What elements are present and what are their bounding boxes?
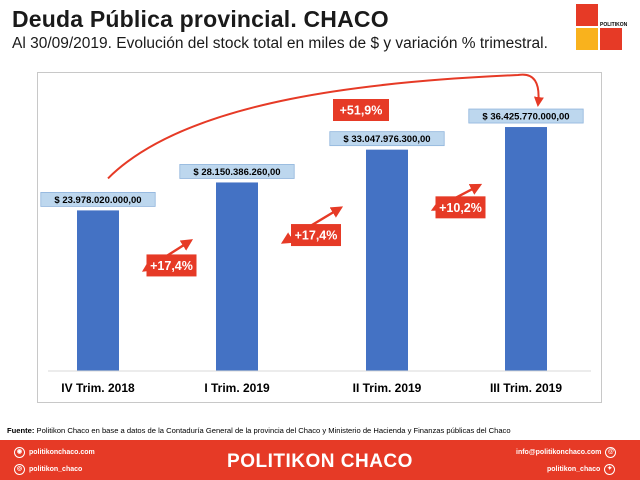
logo-square-left xyxy=(576,28,598,50)
source-label: Fuente: xyxy=(7,426,35,435)
chart-frame: $ 23.978.020.000,00 IV Trim. 2018 $ 28.150… xyxy=(37,72,602,403)
logo-text: POLITIKON xyxy=(600,22,628,28)
politikon-logo xyxy=(576,4,626,54)
footer-twitter-text: politikon_chaco xyxy=(547,466,601,473)
category-label-3: II Trim. 2019 xyxy=(353,381,422,395)
change-box-3 xyxy=(435,196,486,219)
footer-brand: POLITIKON CHACO xyxy=(227,451,413,472)
footer-instagram-text: politikon_chaco xyxy=(29,466,83,473)
value-label-box-1 xyxy=(40,192,156,207)
value-label-1: $ 23.978.020.000,00 xyxy=(54,195,141,206)
value-label-box-4 xyxy=(468,108,584,124)
footer-bar: ◉ politikonchaco.com ◎ politikon_chaco P… xyxy=(0,440,640,480)
source-note: Fuente: Politikon Chaco en base a datos … xyxy=(7,426,511,435)
change-box-2 xyxy=(291,224,341,247)
total-change-box xyxy=(333,99,389,121)
bar-1 xyxy=(77,210,119,371)
globe-icon: ◉ xyxy=(14,447,25,458)
footer-website[interactable]: ◉ politikonchaco.com xyxy=(14,447,95,458)
total-change-curve xyxy=(107,73,544,180)
category-label-4: III Trim. 2019 xyxy=(490,381,562,395)
logo-square-top xyxy=(576,4,598,26)
change-box-1 xyxy=(146,254,197,277)
category-label-2: I Trim. 2019 xyxy=(204,381,270,395)
footer-email-text: info@politikonchaco.com xyxy=(516,449,602,456)
total-change-label: +51,9% xyxy=(340,104,383,118)
page-subtitle: Al 30/09/2019. Evolución del stock total… xyxy=(12,35,548,52)
value-label-4: $ 36.425.770.000,00 xyxy=(482,112,569,123)
page-title: Deuda Pública provincial. CHACO xyxy=(12,6,389,32)
source-text: Politikon Chaco en base a datos de la Co… xyxy=(34,426,511,435)
twitter-icon: ✦ xyxy=(604,464,616,475)
value-label-box-3 xyxy=(329,131,445,147)
bar-2 xyxy=(216,182,258,371)
bar-3 xyxy=(366,149,408,371)
bar-chart: $ 23.978.020.000,00 IV Trim. 2018 $ 28.150… xyxy=(40,73,591,395)
logo-square-right xyxy=(600,28,622,50)
category-label-1: IV Trim. 2018 xyxy=(61,381,135,395)
value-label-2: $ 28.150.386.260,00 xyxy=(193,167,280,178)
email-icon: @ xyxy=(605,447,617,458)
value-label-3: $ 33.047.976.300,00 xyxy=(343,134,430,145)
change-label-2: +17,4% xyxy=(295,229,338,243)
instagram-icon: ◎ xyxy=(14,464,25,475)
bar-4 xyxy=(505,127,547,372)
footer-instagram[interactable]: ◎ politikon_chaco xyxy=(14,464,82,475)
footer-website-text: politikonchaco.com xyxy=(29,449,95,456)
value-label-box-2 xyxy=(179,164,295,179)
change-label-1: +17,4% xyxy=(150,259,193,273)
footer-email[interactable]: info@politikonchaco.com @ xyxy=(516,447,617,458)
footer-twitter[interactable]: politikon_chaco ✦ xyxy=(547,464,616,475)
change-label-3: +10,2% xyxy=(439,201,482,215)
